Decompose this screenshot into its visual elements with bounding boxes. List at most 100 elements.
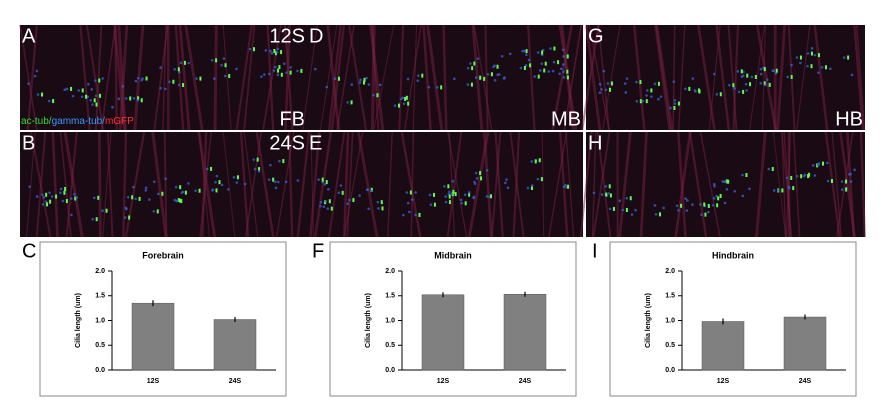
- nucleus-dot: [561, 48, 565, 52]
- nucleus-dot: [842, 56, 846, 59]
- cilium-dot: [754, 74, 757, 79]
- nucleus-dot: [435, 86, 439, 89]
- nucleus-dot: [402, 102, 406, 105]
- nucleus-dot: [645, 94, 648, 97]
- channel-legend-item: gamma-tub/: [52, 116, 106, 127]
- nucleus-dot: [168, 80, 171, 84]
- nucleus-dot: [540, 62, 544, 65]
- panel-label: H: [588, 132, 602, 154]
- nucleus-dot: [466, 83, 470, 86]
- nucleus-dot: [159, 86, 162, 90]
- nucleus-dot: [50, 195, 54, 198]
- nucleus-dot: [350, 83, 354, 86]
- stage-label: 24S: [269, 132, 305, 154]
- cilium-dot: [433, 202, 436, 207]
- x-tick-label: 12S: [717, 378, 730, 385]
- nucleus-dot: [635, 99, 639, 103]
- cilium-dot: [763, 81, 766, 86]
- nucleus-dot: [653, 82, 657, 86]
- y-tick-label: 2.0: [95, 268, 105, 275]
- membrane-streak: [235, 24, 253, 131]
- cilium-dot: [363, 77, 366, 82]
- nucleus-dot: [405, 191, 409, 194]
- membrane-streak: [95, 24, 103, 131]
- cilium-dot: [625, 207, 628, 212]
- nucleus-dot: [319, 204, 322, 208]
- nucleus-dot: [799, 61, 802, 65]
- channel-legend-item: mGFP: [105, 116, 134, 127]
- cilium-dot: [790, 175, 793, 180]
- nucleus-dot: [126, 195, 130, 199]
- nucleus-dot: [750, 75, 754, 79]
- membrane-streak: [412, 24, 418, 131]
- nucleus-dot: [152, 180, 156, 184]
- nucleus-dot: [849, 180, 853, 183]
- nucleus-dot: [132, 96, 136, 100]
- y-tick-label: 1.5: [665, 293, 675, 300]
- nucleus-dot: [319, 200, 323, 204]
- nucleus-dot: [134, 197, 137, 201]
- nucleus-dot: [141, 77, 144, 80]
- nucleus-dot: [346, 202, 350, 206]
- nucleus-dot: [366, 188, 370, 192]
- cilium-dot: [418, 212, 421, 217]
- membrane-streak: [262, 24, 282, 131]
- cilium-dot: [530, 186, 533, 191]
- nucleus-dot: [268, 72, 271, 76]
- nucleus-dot: [707, 210, 710, 214]
- nucleus-dot: [377, 207, 380, 210]
- membrane-streak: [512, 131, 521, 238]
- membrane-streak: [398, 24, 405, 131]
- cilium-dot: [98, 78, 101, 83]
- y-axis-label: Cilia length (um): [75, 293, 82, 348]
- micrograph: [579, 131, 866, 238]
- channel-legend-item: ac-tub/: [21, 116, 52, 127]
- nucleus-dot: [759, 72, 763, 76]
- membrane-streak: [313, 131, 333, 238]
- micrograph-background: [586, 132, 865, 237]
- membrane-streak: [302, 24, 318, 131]
- nucleus-dot: [410, 198, 414, 201]
- nucleus-dot: [476, 57, 480, 60]
- nucleus-dot: [117, 97, 121, 101]
- nucleus-dot: [473, 180, 476, 184]
- nucleus-dot: [519, 66, 523, 70]
- nucleus-dot: [677, 209, 680, 212]
- nucleus-dot: [562, 185, 566, 189]
- cilium-dot: [523, 66, 526, 71]
- cilium-dot: [543, 68, 546, 73]
- nucleus-dot: [148, 198, 151, 201]
- nucleus-dot: [725, 188, 729, 191]
- nucleus-dot: [174, 185, 178, 189]
- nucleus-dot: [92, 196, 96, 200]
- cilium-dot: [236, 175, 239, 180]
- nucleus-dot: [657, 97, 660, 101]
- cilium-dot: [49, 199, 52, 204]
- cilium-dot: [538, 158, 541, 163]
- nucleus-dot: [220, 63, 223, 67]
- nucleus-dot: [522, 49, 526, 53]
- nucleus-dot: [508, 52, 512, 56]
- nucleus-dot: [496, 73, 499, 77]
- nucleus-dot: [443, 185, 446, 188]
- nucleus-dot: [826, 161, 829, 165]
- nucleus-dot: [653, 204, 657, 207]
- nucleus-dot: [90, 88, 94, 91]
- cilium-dot: [677, 101, 680, 106]
- nucleus-dot: [376, 200, 380, 204]
- cilium-dot: [179, 185, 182, 190]
- nucleus-dot: [296, 179, 300, 182]
- membrane-streak: [343, 131, 350, 238]
- cilium-dot: [325, 180, 328, 185]
- nucleus-dot: [562, 63, 565, 66]
- cilium-dot: [198, 188, 201, 193]
- cilium-dot: [300, 68, 303, 73]
- cilium-dot: [707, 203, 710, 208]
- cilium-dot: [553, 46, 556, 51]
- panel-label: I: [592, 240, 598, 262]
- cilium-dot: [825, 65, 828, 70]
- y-tick-label: 1.0: [385, 317, 395, 324]
- membrane-streak: [772, 131, 787, 238]
- membrane-streak: [484, 24, 489, 131]
- cilium-dot: [703, 202, 706, 207]
